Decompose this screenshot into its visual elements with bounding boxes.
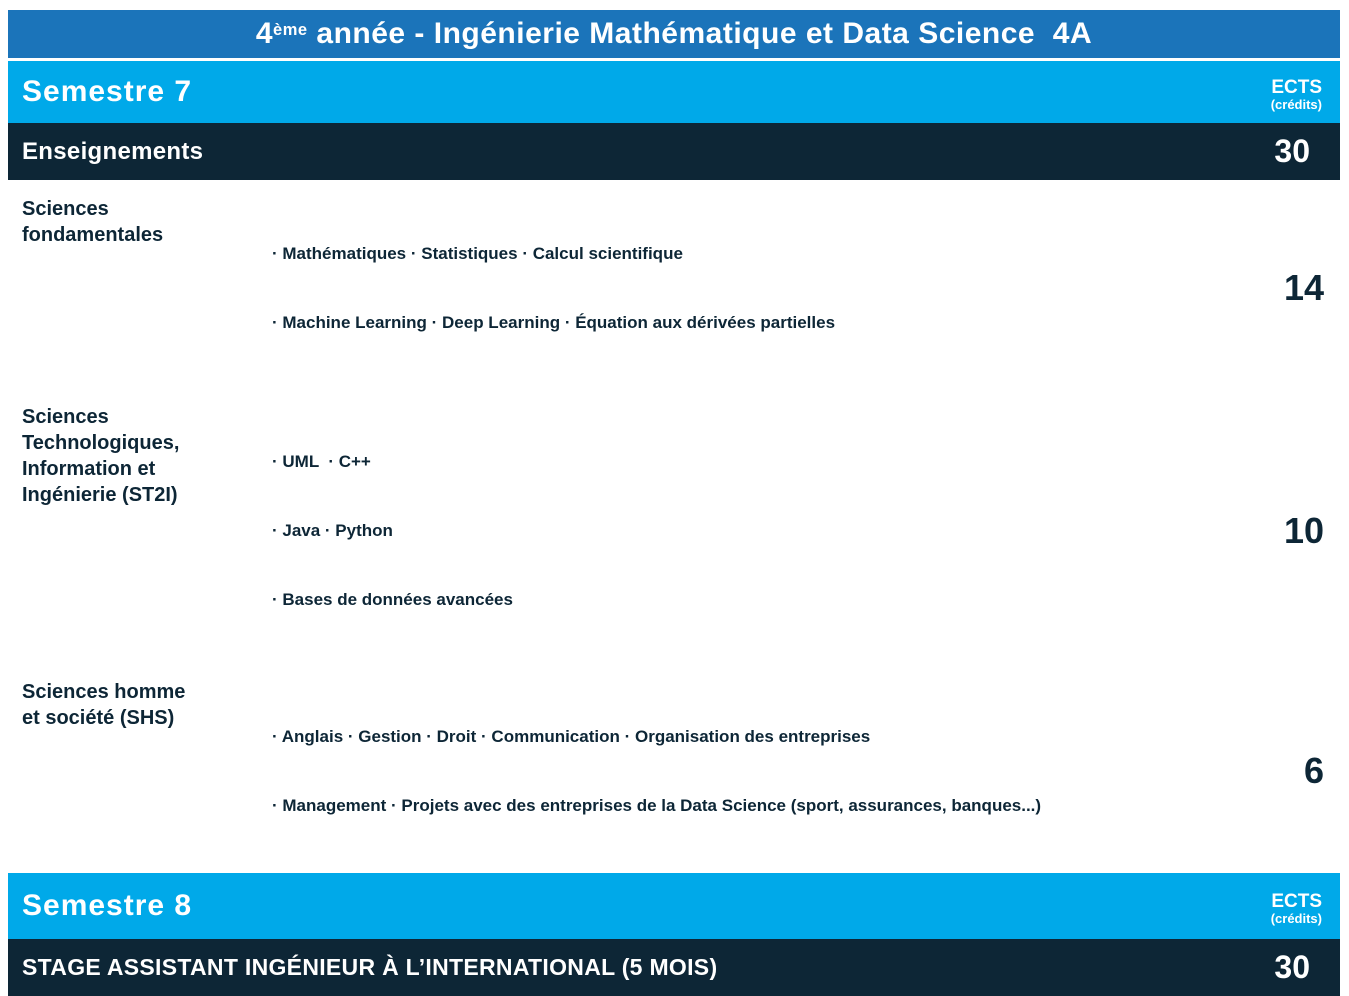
course-category: Sciences homme et société (SHS) [22, 679, 272, 731]
ects-credits-sublabel: (crédits) [1270, 97, 1322, 113]
category-line: Sciences [22, 406, 109, 428]
course-category: Sciences Technologiques, Information et … [22, 404, 272, 508]
category-line: et société (SHS) [22, 707, 175, 729]
category-line: Technologiques, [22, 432, 180, 454]
semester-7-section: Semestre 7 ECTS (crédits) Enseignements … [8, 61, 1340, 873]
semester-8-title: Semestre 8 [22, 889, 193, 922]
course-row-shs: Sciences homme et société (SHS) · Anglai… [22, 679, 1340, 863]
internship-band: STAGE ASSISTANT INGÉNIEUR À L’INTERNATIO… [8, 939, 1340, 996]
category-line: Information et [22, 458, 156, 480]
program-title-banner: 4ème année - Ingénierie Mathématique et … [8, 10, 1340, 58]
course-credits: 10 [1283, 509, 1324, 551]
topic-line: · Machine Learning · Deep Learning · Équ… [272, 313, 836, 332]
semester-8-band: Semestre 8 ECTS (crédits) [8, 873, 1340, 939]
course-category: Sciences fondamentales [22, 196, 272, 248]
topic-line: · Java · Python [272, 521, 393, 540]
internship-label: STAGE ASSISTANT INGÉNIEUR À L’INTERNATIO… [22, 954, 718, 980]
ects-header: ECTS (crédits) [1271, 886, 1322, 926]
course-row-st2i: Sciences Technologiques, Information et … [22, 404, 1340, 657]
course-topics: · Mathématiques · Statistiques · Calcul … [272, 196, 1204, 380]
topic-line: · Anglais · Gestion · Droit · Communicat… [272, 727, 871, 746]
category-line: fondamentales [22, 224, 164, 246]
course-row-sciences-fondamentales: Sciences fondamentales · Mathématiques ·… [22, 196, 1340, 380]
topic-line: · Mathématiques · Statistiques · Calcul … [272, 244, 683, 263]
course-credits: 14 [1283, 267, 1324, 308]
course-credits: 6 [1303, 750, 1324, 791]
program-title: 4ème année - Ingénierie Mathématique et … [256, 17, 1092, 51]
ects-label: ECTS [1271, 891, 1322, 913]
topic-line: · UML · C++ [272, 452, 371, 471]
ects-header: ECTS (crédits) [1271, 72, 1322, 112]
category-line: Sciences homme [22, 681, 186, 703]
category-line: Sciences [22, 198, 109, 220]
course-topics: · UML · C++ · Java · Python · Bases de d… [272, 404, 1204, 657]
topic-line: · Management · Projets avec des entrepri… [272, 796, 1042, 815]
teachings-label: Enseignements [22, 137, 204, 165]
course-topics: · Anglais · Gestion · Droit · Communicat… [272, 679, 1204, 863]
teachings-total-credits: 30 [1274, 133, 1310, 169]
program-year-ordinal-suffix: ème [273, 20, 308, 39]
topic-line: · Bases de données avancées [272, 590, 513, 609]
course-rows: Sciences fondamentales · Mathématiques ·… [8, 180, 1340, 873]
semester-8-section: Semestre 8 ECTS (crédits) STAGE ASSISTAN… [8, 873, 1340, 996]
internship-credits: 30 [1274, 949, 1310, 985]
curriculum-sheet: 4ème année - Ingénierie Mathématique et … [8, 10, 1340, 996]
teachings-header-band: Enseignements 30 [8, 123, 1340, 180]
program-title-text: année - Ingénierie Mathématique et Data … [307, 17, 1093, 50]
category-line: Ingénierie (ST2I) [22, 484, 178, 506]
semester-7-title: Semestre 7 [22, 75, 193, 108]
semester-7-band: Semestre 7 ECTS (crédits) [8, 61, 1340, 123]
program-year-number: 4 [255, 17, 274, 50]
ects-credits-sublabel: (crédits) [1270, 911, 1322, 927]
ects-label: ECTS [1271, 77, 1322, 99]
